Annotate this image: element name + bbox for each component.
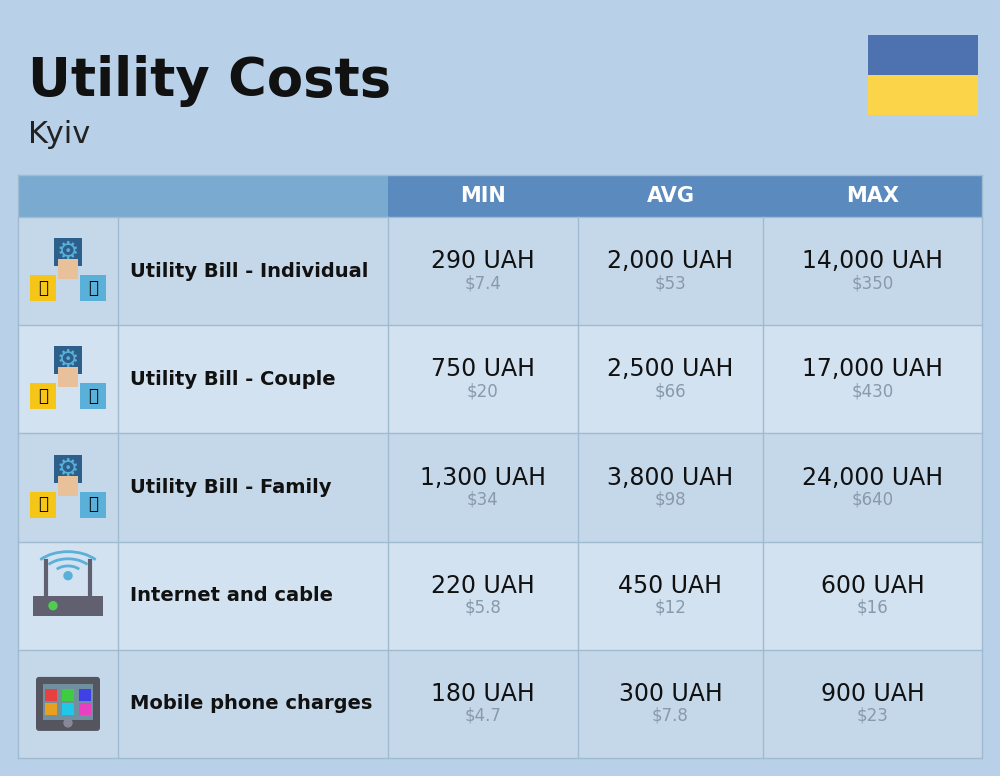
Text: ⚙: ⚙ xyxy=(57,348,79,372)
Bar xyxy=(62,689,74,701)
Text: $23: $23 xyxy=(857,707,888,725)
Bar xyxy=(30,491,56,518)
Bar xyxy=(62,703,74,715)
Bar xyxy=(18,175,982,217)
Bar xyxy=(79,689,91,701)
Bar xyxy=(58,367,78,387)
Bar xyxy=(54,455,82,483)
Text: Utility Bill - Couple: Utility Bill - Couple xyxy=(130,370,336,389)
Bar xyxy=(18,542,982,650)
Bar xyxy=(868,35,978,75)
Text: 14,000 UAH: 14,000 UAH xyxy=(802,249,943,273)
Bar xyxy=(43,684,93,720)
Text: 🚿: 🚿 xyxy=(88,387,98,405)
Text: $7.4: $7.4 xyxy=(465,274,501,292)
Text: $34: $34 xyxy=(467,490,499,508)
Bar xyxy=(18,325,982,434)
Bar xyxy=(18,434,982,542)
Text: $53: $53 xyxy=(655,274,686,292)
Text: 750 UAH: 750 UAH xyxy=(431,357,535,381)
Text: 24,000 UAH: 24,000 UAH xyxy=(802,466,943,490)
Text: 300 UAH: 300 UAH xyxy=(619,682,722,706)
Bar xyxy=(80,491,106,518)
Circle shape xyxy=(49,601,57,610)
Text: Internet and cable: Internet and cable xyxy=(130,586,333,605)
Bar xyxy=(45,703,57,715)
Text: $430: $430 xyxy=(851,383,894,400)
Text: $5.8: $5.8 xyxy=(465,599,501,617)
Text: 🔌: 🔌 xyxy=(38,496,48,514)
Text: 600 UAH: 600 UAH xyxy=(821,573,924,598)
Bar xyxy=(58,476,78,496)
Text: 🔌: 🔌 xyxy=(38,387,48,405)
Text: $98: $98 xyxy=(655,490,686,508)
Text: 220 UAH: 220 UAH xyxy=(431,573,535,598)
Text: $16: $16 xyxy=(857,599,888,617)
Bar xyxy=(54,238,82,266)
Text: ⚙: ⚙ xyxy=(57,240,79,264)
Text: 3,800 UAH: 3,800 UAH xyxy=(607,466,734,490)
Text: Mobile phone charges: Mobile phone charges xyxy=(130,695,372,713)
Text: Utility Bill - Family: Utility Bill - Family xyxy=(130,478,332,497)
Bar xyxy=(58,259,78,279)
Text: $12: $12 xyxy=(655,599,686,617)
Text: $350: $350 xyxy=(851,274,894,292)
Bar xyxy=(80,383,106,409)
Text: 290 UAH: 290 UAH xyxy=(431,249,535,273)
Text: 17,000 UAH: 17,000 UAH xyxy=(802,357,943,381)
Bar xyxy=(80,275,106,301)
Text: Utility Bill - Individual: Utility Bill - Individual xyxy=(130,262,368,281)
Text: $4.7: $4.7 xyxy=(465,707,501,725)
Bar xyxy=(54,346,82,374)
Text: $66: $66 xyxy=(655,383,686,400)
Text: ⚙: ⚙ xyxy=(57,456,79,480)
Bar xyxy=(79,703,91,715)
Circle shape xyxy=(64,719,72,727)
Bar xyxy=(18,650,982,758)
Text: Kyiv: Kyiv xyxy=(28,120,90,149)
Bar xyxy=(33,596,103,615)
Text: 2,500 UAH: 2,500 UAH xyxy=(607,357,734,381)
Bar xyxy=(30,275,56,301)
Bar xyxy=(30,383,56,409)
Text: 🚿: 🚿 xyxy=(88,496,98,514)
Bar xyxy=(18,217,982,325)
Text: 2,000 UAH: 2,000 UAH xyxy=(607,249,734,273)
Text: 180 UAH: 180 UAH xyxy=(431,682,535,706)
Text: 🔌: 🔌 xyxy=(38,279,48,297)
Bar xyxy=(868,75,978,115)
Circle shape xyxy=(64,572,72,580)
Bar xyxy=(45,689,57,701)
Text: Utility Costs: Utility Costs xyxy=(28,55,391,107)
FancyBboxPatch shape xyxy=(36,677,100,731)
Text: MAX: MAX xyxy=(846,186,899,206)
Text: $640: $640 xyxy=(851,490,894,508)
Text: AVG: AVG xyxy=(646,186,694,206)
Text: 1,300 UAH: 1,300 UAH xyxy=(420,466,546,490)
Text: 900 UAH: 900 UAH xyxy=(821,682,924,706)
Text: 🚿: 🚿 xyxy=(88,279,98,297)
Bar xyxy=(18,175,388,217)
Text: 450 UAH: 450 UAH xyxy=(618,573,722,598)
Text: $7.8: $7.8 xyxy=(652,707,689,725)
Text: MIN: MIN xyxy=(460,186,506,206)
Text: $20: $20 xyxy=(467,383,499,400)
